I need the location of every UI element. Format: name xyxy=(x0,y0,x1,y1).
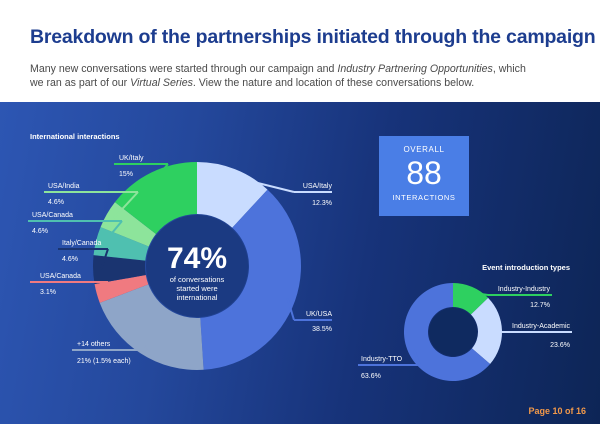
intro-paragraph: Many new conversations were started thro… xyxy=(30,62,540,90)
leader-line xyxy=(113,191,139,219)
leader-line xyxy=(100,248,109,270)
slice-value: 3.1% xyxy=(40,289,56,296)
overall-interactions-box: OVERALL 88 INTERACTIONS xyxy=(379,136,469,216)
leader-line xyxy=(154,163,169,181)
slice-label: USA/Italy xyxy=(303,183,333,190)
slice-usa-canada xyxy=(94,275,149,303)
donut-hole xyxy=(146,215,248,317)
slice-value: 38.5% xyxy=(312,326,332,333)
slice-industry-industry xyxy=(453,283,489,315)
intro-emphasis: Virtual Series xyxy=(130,77,193,89)
slice-uk-usa xyxy=(200,189,302,370)
slice-usa-india xyxy=(100,202,156,247)
page-number: Page 10 of 16 xyxy=(528,406,586,416)
slice-industry-academic xyxy=(470,297,503,365)
slice-label: Industry-TTO xyxy=(361,356,403,363)
slice-value: 12.3% xyxy=(312,200,332,207)
slice-label: +14 others xyxy=(77,341,111,348)
overall-sub-label: INTERACTIONS xyxy=(392,193,456,202)
leader-line xyxy=(231,175,295,193)
intro-text: Many new conversations were started thro… xyxy=(30,63,338,75)
slice-label: UK/USA xyxy=(306,311,332,318)
overall-value: 88 xyxy=(406,155,442,191)
slice-italy-canada xyxy=(93,255,146,285)
center-text: international xyxy=(177,293,218,302)
center-text: of conversations xyxy=(170,275,225,284)
leader-line xyxy=(103,281,109,292)
slice-label: Industry-Industry xyxy=(498,286,551,293)
center-value: 74% xyxy=(167,242,227,275)
slice-value: 15% xyxy=(119,171,133,178)
intro-text: . View the nature and location of these … xyxy=(192,77,475,89)
slice-14-others xyxy=(99,284,204,370)
slice-value: 21% (1.5% each) xyxy=(77,358,131,365)
chart-labels: International interactions USA/Italy 12.3%… xyxy=(28,132,572,380)
slice-label: UK/Italy xyxy=(119,155,144,162)
overall-label: OVERALL xyxy=(403,145,445,154)
slice-value: 23.6% xyxy=(550,342,570,349)
slice-industry-tto xyxy=(404,283,491,382)
slice-value: 63.6% xyxy=(361,373,381,380)
leader-line xyxy=(469,291,489,296)
slice-label: USA/Canada xyxy=(40,273,81,280)
header: Breakdown of the partnerships initiated … xyxy=(0,0,600,102)
slice-uk-italy xyxy=(114,162,197,235)
slice-label: USA/Canada xyxy=(32,212,73,219)
donut-hole xyxy=(429,308,477,356)
chart-title: International interactions xyxy=(30,132,120,141)
intro-text: , which we ran as part of our xyxy=(30,63,526,89)
slice-label: Industry-Academic xyxy=(512,323,570,330)
page-title: Breakdown of the partnerships initiated … xyxy=(30,26,596,48)
center-text: started were xyxy=(176,284,217,293)
slice-label: USA/India xyxy=(48,183,80,190)
leader-line xyxy=(412,349,421,366)
chart-title: Event introduction types xyxy=(482,263,570,272)
slice-value: 4.6% xyxy=(32,228,48,235)
introduction-donut xyxy=(404,283,503,382)
leader-line xyxy=(103,220,123,244)
slice-label: Italy/Canada xyxy=(62,240,101,247)
intro-emphasis: Industry Partnering Opportunities xyxy=(337,63,493,75)
slice-usa-italy xyxy=(197,162,268,228)
leader-line xyxy=(286,297,295,321)
slice-value: 4.6% xyxy=(48,199,64,206)
leader-line xyxy=(144,345,151,351)
slice-value: 12.7% xyxy=(530,302,550,309)
slice-value: 4.6% xyxy=(62,256,78,263)
